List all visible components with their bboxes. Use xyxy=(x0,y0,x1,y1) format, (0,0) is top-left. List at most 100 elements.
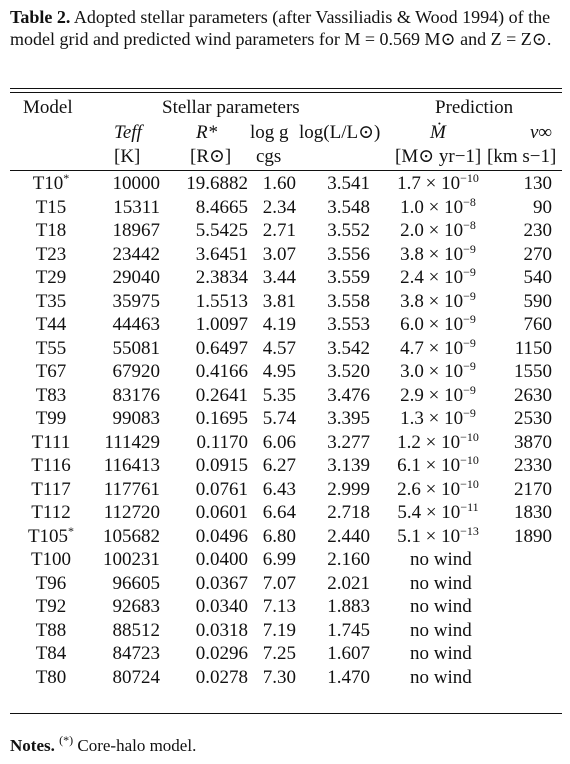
logg-cell: 6.80 xyxy=(248,525,296,549)
teff-cell: 55081 xyxy=(92,337,161,361)
mdot-mantissa: 2.4 xyxy=(400,267,424,288)
logl-cell: 3.277 xyxy=(296,431,370,455)
logg-cell: 7.13 xyxy=(248,595,296,619)
logg-value: 6.27 xyxy=(262,455,296,476)
header-teff-unit: [K] xyxy=(114,146,141,167)
table-row: T88 88512 0.0318 7.19 1.745 no wind xyxy=(10,619,562,643)
teff-value: 18967 xyxy=(112,220,161,241)
model-cell: T29 xyxy=(10,266,92,290)
radius-cell: 0.4166 xyxy=(160,360,248,384)
radius-cell: 0.0296 xyxy=(160,642,248,666)
radius-cell: 19.6882 xyxy=(160,172,248,196)
radius-cell: 0.0400 xyxy=(160,548,248,572)
mdot-mantissa: 6.0 xyxy=(400,314,424,335)
model-cell: T15 xyxy=(10,196,92,220)
logl-cell: 3.552 xyxy=(296,219,370,243)
logg-value: 6.43 xyxy=(262,478,296,500)
model-name: T29 xyxy=(35,267,67,288)
radius-value: 3.6451 xyxy=(195,243,248,265)
logg-value: 5.35 xyxy=(262,384,296,406)
logg-value: 6.99 xyxy=(262,549,296,570)
teff-cell: 83176 xyxy=(92,384,161,408)
model-name: T55 xyxy=(35,337,67,359)
mdot-cell: 1.7 × 10−10 xyxy=(397,171,479,194)
vinf-cell: 230 xyxy=(506,219,562,243)
teff-cell: 84723 xyxy=(92,642,161,666)
top-rule xyxy=(10,88,562,90)
teff-value: 112720 xyxy=(103,502,160,523)
mdot-exponent: −10 xyxy=(460,453,479,467)
mdot-exponent: −9 xyxy=(463,359,476,373)
header-mdot-unit: [M⊙ yr−1] xyxy=(395,146,482,167)
vinf-value: 230 xyxy=(523,220,553,241)
teff-value: 35975 xyxy=(112,290,161,312)
mdot-exponent: −8 xyxy=(463,194,476,209)
teff-value: 117761 xyxy=(103,478,160,500)
vinf-cell: 1550 xyxy=(506,360,562,384)
teff-cell: 96605 xyxy=(92,572,161,596)
radius-value: 0.0496 xyxy=(195,525,248,547)
mdot-mantissa: 2.0 xyxy=(400,220,424,241)
vinf-value: 760 xyxy=(523,314,553,335)
mdot-mantissa: 5.4 xyxy=(397,502,422,523)
table-row: T35 35975 1.5513 3.81 3.558 3.8 × 10−9 590 xyxy=(10,290,562,314)
vinf-value: 3870 xyxy=(514,431,552,453)
top-rule-inner xyxy=(10,92,562,94)
radius-cell: 0.6497 xyxy=(160,337,248,361)
logl-value: 3.548 xyxy=(327,196,370,218)
vinf-cell: 2630 xyxy=(506,384,562,408)
model-name: T92 xyxy=(35,596,67,617)
logl-value: 3.395 xyxy=(327,408,370,429)
model-cell: T88 xyxy=(10,619,92,643)
table-row: T83 83176 0.2641 5.35 3.476 2.9 × 10−9 2630 xyxy=(10,384,562,408)
logg-value: 3.81 xyxy=(262,290,296,312)
header-mdot: Ṁ xyxy=(430,122,446,143)
logl-value: 2.718 xyxy=(327,502,370,523)
no-wind-cell: no wind xyxy=(370,572,562,596)
logl-value: 3.556 xyxy=(327,243,370,265)
mdot-mantissa: 4.7 xyxy=(400,337,424,359)
mdot-cell: 2.6 × 10−10 xyxy=(397,476,479,500)
radius-value: 2.3834 xyxy=(195,267,248,288)
vinf-value: 2530 xyxy=(514,408,552,429)
vinf-cell: 540 xyxy=(506,266,562,290)
mdot-mantissa: 2.6 xyxy=(397,478,421,500)
table-row: T105* 105682 0.0496 6.80 2.440 5.1 × 10−13 189… xyxy=(10,525,562,549)
logl-cell: 1.883 xyxy=(296,595,370,619)
vinf-value: 130 xyxy=(523,173,553,194)
vinf-cell: 1150 xyxy=(506,337,562,361)
mdot-exponent: −13 xyxy=(460,523,479,538)
mdot-cell: 1.2 × 10−10 xyxy=(397,429,479,453)
logg-value: 7.30 xyxy=(262,666,296,688)
radius-value: 0.4166 xyxy=(195,361,248,382)
logg-cell: 7.25 xyxy=(248,642,296,666)
parameters-table: T10* 10000 19.6882 1.60 3.541 1.7 × 10−10 130 T… xyxy=(10,172,562,689)
table-row: T44 44463 1.0097 4.19 3.553 6.0 × 10−9 760 xyxy=(10,313,562,337)
model-name: T116 xyxy=(31,455,71,476)
vinf-value: 590 xyxy=(523,290,553,312)
logl-value: 1.883 xyxy=(327,596,370,617)
logg-cell: 5.35 xyxy=(248,384,296,408)
no-wind-label: no wind xyxy=(410,572,472,594)
table-row: T18 18967 5.5425 2.71 3.552 2.0 × 10−8 230 xyxy=(10,219,562,243)
mdot-cell: 2.9 × 10−9 xyxy=(400,382,476,406)
core-halo-marker: * xyxy=(68,523,75,538)
logg-cell: 2.71 xyxy=(248,219,296,243)
logg-cell: 7.19 xyxy=(248,619,296,643)
logg-value: 7.07 xyxy=(262,572,296,594)
teff-value: 105682 xyxy=(103,525,160,547)
model-name: T67 xyxy=(35,361,67,382)
header-vinf-unit: [km s−1] xyxy=(487,146,557,167)
header-model: Model xyxy=(23,97,73,118)
model-name: T44 xyxy=(35,314,67,335)
mdot-cell: 4.7 × 10−9 xyxy=(400,335,476,359)
header-teff: Teff xyxy=(114,122,142,143)
vinf-value: 2330 xyxy=(514,455,552,476)
logg-cell: 1.60 xyxy=(248,172,296,196)
teff-cell: 10000 xyxy=(92,172,161,196)
logg-value: 7.19 xyxy=(262,619,296,641)
table-row: T111 111429 0.1170 6.06 3.277 1.2 × 10−10 3870 xyxy=(10,431,562,455)
teff-value: 92683 xyxy=(112,596,161,617)
radius-value: 1.0097 xyxy=(195,314,248,335)
logg-cell: 7.07 xyxy=(248,572,296,596)
